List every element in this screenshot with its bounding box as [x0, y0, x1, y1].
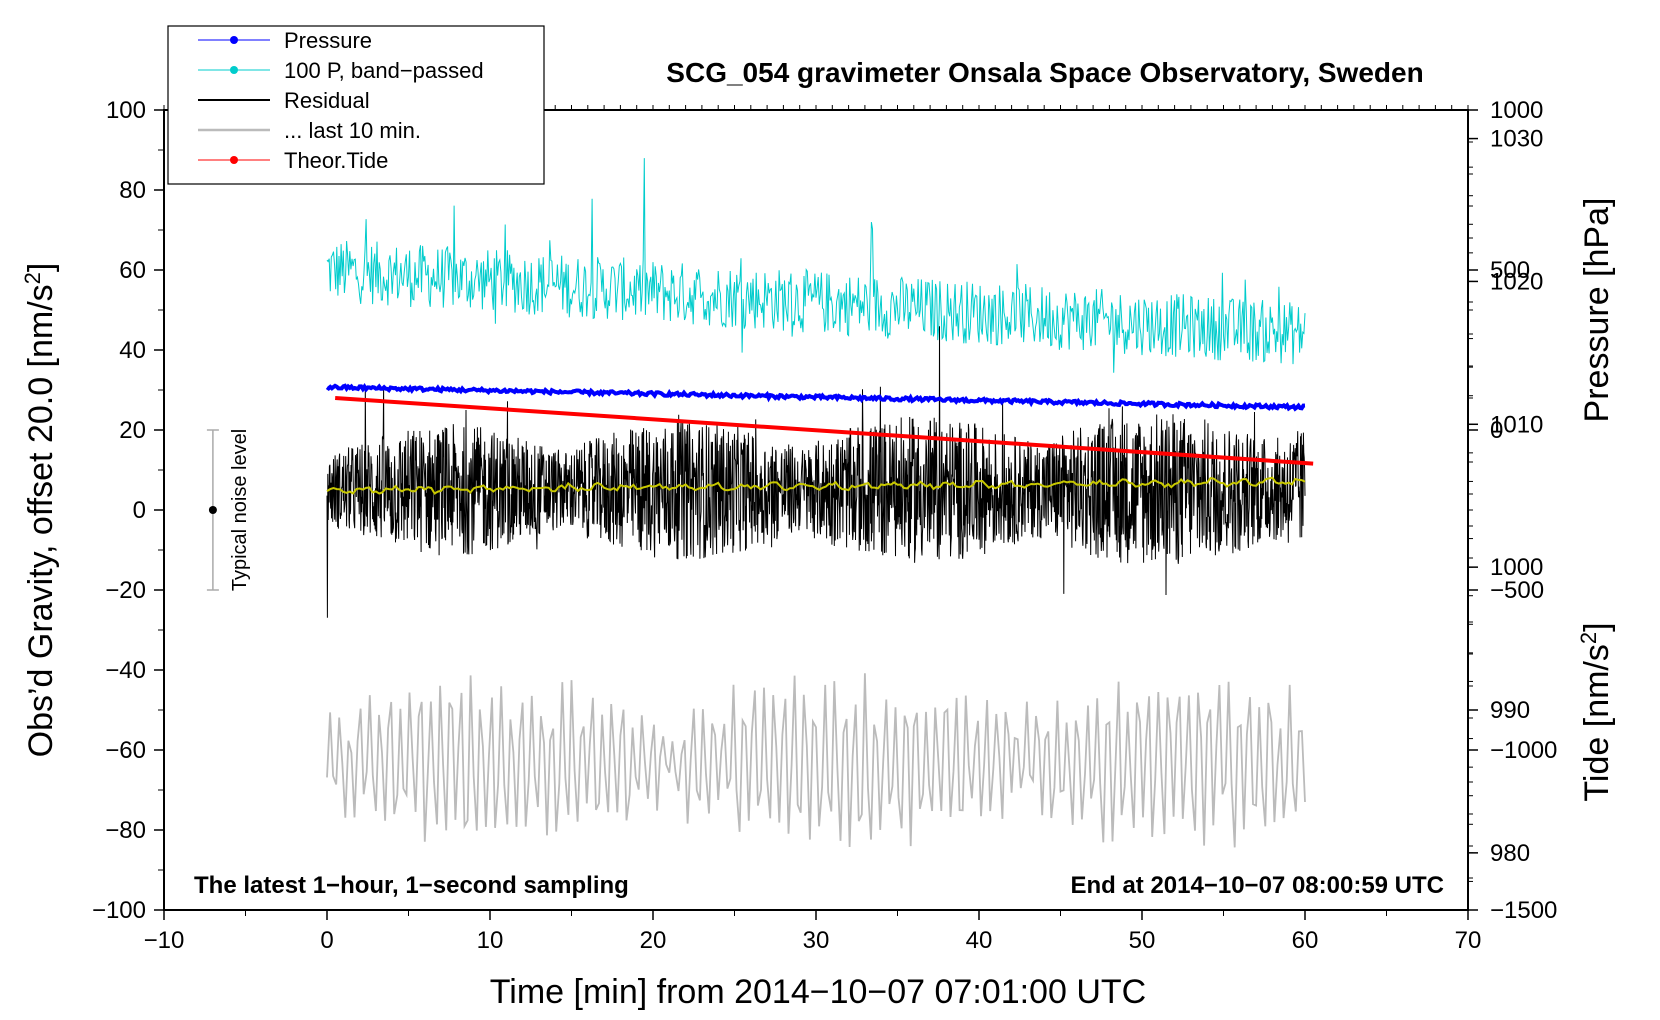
- left-y-axis-title-sup: 2: [20, 272, 45, 284]
- noise-bar-center-dot: [208, 506, 217, 514]
- series-line-band-passed: [326, 158, 1306, 373]
- series-line-last-10-min: [326, 673, 1306, 848]
- y-left-tick-label-0: 0: [133, 497, 146, 524]
- pressure-axis-title: Pressure [hPa]: [1578, 198, 1616, 423]
- legend-marker-100-p-band-passed: [230, 66, 238, 74]
- left-y-axis-title-end: ]: [22, 263, 60, 272]
- x-tick-label-70: 70: [1455, 927, 1482, 954]
- tide-tick-label-1000: 1000: [1490, 97, 1543, 124]
- y-left-tick-label-60: 60: [119, 257, 146, 284]
- y-left-tick-label--80: −80: [105, 817, 146, 844]
- y-left-tick-label-80: 80: [119, 177, 146, 204]
- y-left-tick-label--100: −100: [92, 897, 146, 924]
- tide-tick-label-500: 500: [1490, 257, 1530, 284]
- legend-marker-pressure: [230, 36, 238, 44]
- pressure-tick-label-1020: 1020: [1490, 268, 1543, 295]
- ticks-layer: −10 0 10 20 30 40 50 60 70100806040200−20−40−60−…: [92, 97, 1557, 954]
- x-tick-label-60: 60: [1292, 927, 1319, 954]
- legend-label--last-10-min-: ... last 10 min.: [284, 118, 421, 143]
- pressure-tick-label-1000: 1000: [1490, 554, 1543, 581]
- sampling-annotation: The latest 1−hour, 1−second sampling: [194, 872, 629, 899]
- x-tick-label-30: 30: [803, 927, 830, 954]
- x-tick-label--10: −10: [144, 927, 185, 954]
- series-line-theor-tide: [335, 396, 1314, 466]
- x-tick-label-20: 20: [640, 927, 667, 954]
- legend-box: [167, 25, 545, 185]
- x-tick-label-40: 40: [966, 927, 993, 954]
- y-left-tick-label-40: 40: [119, 337, 146, 364]
- pressure-tick-label-1010: 1010: [1490, 411, 1543, 438]
- series-line-residual: [326, 326, 1306, 618]
- y-left-tick-label--60: −60: [105, 737, 146, 764]
- pressure-tick-label-980: 980: [1490, 840, 1530, 867]
- tide-axis-title-end: ]: [1578, 622, 1616, 631]
- y-left-tick-label--40: −40: [105, 657, 146, 684]
- tide-axis-title-sup: 2: [1576, 632, 1601, 644]
- tide-tick-label--500: −500: [1490, 577, 1544, 604]
- tide-axis-title-main: Tide [nm/s: [1578, 644, 1616, 801]
- y-left-tick-label-20: 20: [119, 417, 146, 444]
- chart-title: SCG_054 gravimeter Onsala Space Observat…: [666, 57, 1423, 88]
- y-left-tick-label-100: 100: [106, 97, 146, 124]
- series-layer: [325, 158, 1314, 848]
- end-time-annotation: End at 2014−10−07 08:00:59 UTC: [1070, 872, 1444, 899]
- tide-tick-label--1000: −1000: [1490, 737, 1557, 764]
- left-y-axis-title-main: Obs’d Gravity, offset 20.0 [nm/s: [22, 284, 60, 757]
- legend-label-pressure: Pressure: [284, 28, 372, 53]
- tide-axis-title: Tide [nm/s2]: [1576, 622, 1617, 801]
- legend: Pressure 100 P, band−passed Residual ... la…: [167, 25, 545, 185]
- legend-label-residual: Residual: [284, 88, 370, 113]
- tide-tick-label--1500: −1500: [1490, 897, 1557, 924]
- series-line-pressure: [325, 383, 1306, 412]
- x-axis-title: Time [min] from 2014−10−07 07:01:00 UTC: [490, 973, 1146, 1011]
- tide-tick-label-0: 0: [1490, 417, 1503, 444]
- noise-level-indicator: Typical noise level: [206, 429, 251, 591]
- legend-marker-theor-tide: [230, 156, 238, 164]
- left-y-axis-title: Obs’d Gravity, offset 20.0 [nm/s2]: [20, 263, 61, 758]
- y-left-tick-label--20: −20: [105, 577, 146, 604]
- x-tick-label-50: 50: [1129, 927, 1156, 954]
- pressure-tick-label-1030: 1030: [1490, 126, 1543, 153]
- x-tick-label-10: 10: [477, 927, 504, 954]
- noise-level-label: Typical noise level: [229, 429, 251, 591]
- x-tick-label-0: 0: [320, 927, 333, 954]
- series-line-residual-smoothed: [326, 476, 1306, 495]
- legend-label-theor-tide: Theor.Tide: [284, 148, 388, 173]
- legend-label-100-p-band-passed: 100 P, band−passed: [284, 58, 484, 83]
- pressure-tick-label-990: 990: [1490, 697, 1530, 724]
